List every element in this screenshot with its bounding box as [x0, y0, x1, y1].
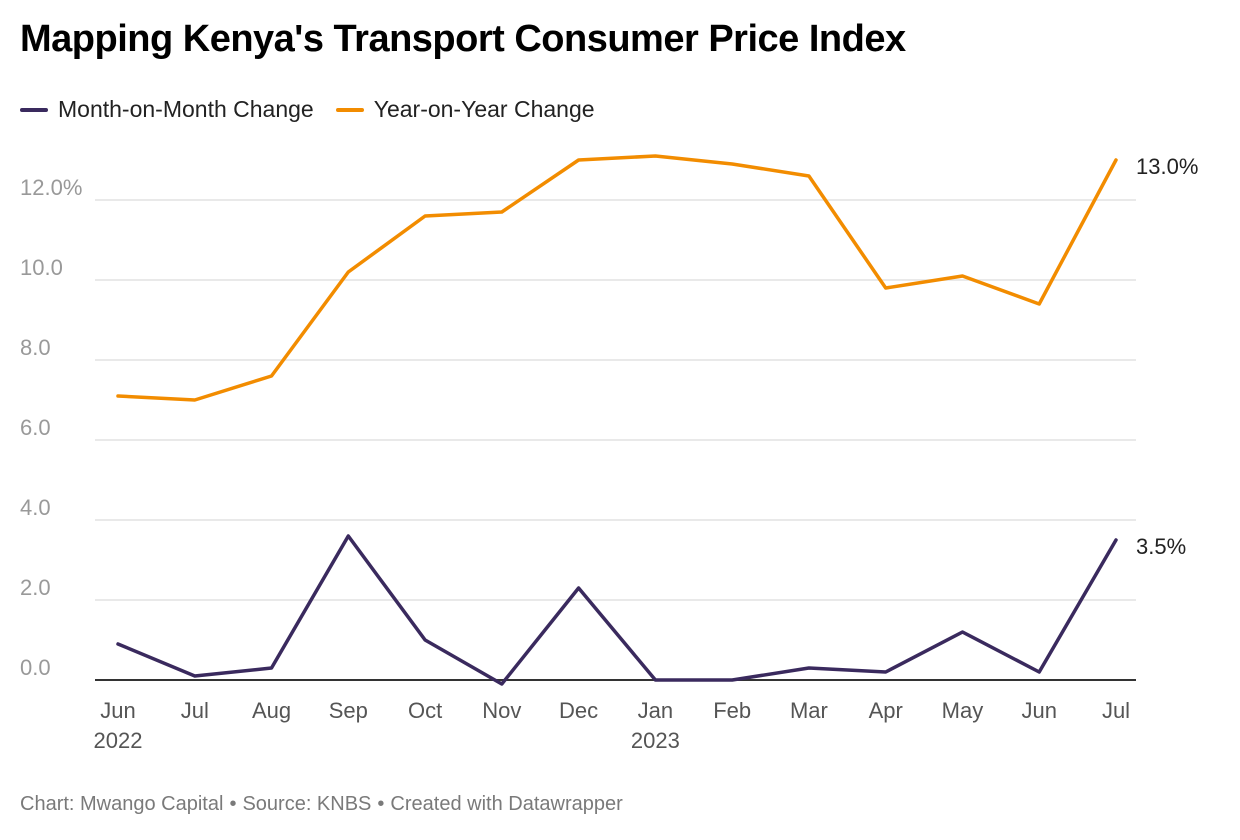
footer-separator: •: [377, 793, 385, 815]
y-tick-label: 8.0: [20, 335, 51, 360]
x-tick-label: Jun: [1021, 698, 1056, 723]
x-tick-label: Feb: [713, 698, 751, 723]
x-tick-label: Oct: [408, 698, 442, 723]
y-tick-label: 6.0: [20, 415, 51, 440]
line-chart: 0.0 2.0 4.0 6.0 8.0 10.0 12.0% Jun Jul Aug Sep Oct N…: [20, 154, 1198, 753]
series-layer: [116, 154, 1118, 686]
y-tick-label: 10.0: [20, 255, 63, 280]
legend-swatch-yoy: [335, 107, 364, 112]
x-tick-label: Aug: [252, 698, 291, 723]
legend-item-yoy: Year-on-Year Change: [335, 96, 595, 123]
x-tick-label: Dec: [559, 698, 598, 723]
x-tick-label: Nov: [482, 698, 521, 723]
axis-layer: 0.0 2.0 4.0 6.0 8.0 10.0 12.0% Jun Jul Aug Sep Oct N…: [20, 175, 1136, 753]
footer-chart-credit: Chart: Mwango Capital: [20, 793, 224, 815]
chart-title: Mapping Kenya's Transport Consumer Price…: [20, 18, 906, 60]
x-tick-label: Jul: [1102, 698, 1130, 723]
y-tick-label: 2.0: [20, 575, 51, 600]
legend: Month-on-Month Change Year-on-Year Chang…: [20, 96, 617, 123]
x-tick-label: Apr: [869, 698, 903, 723]
x-tick-label: May: [942, 698, 984, 723]
series-line-year-on-year: [116, 154, 1118, 402]
end-label-month-on-month: 3.5%: [1136, 534, 1186, 559]
legend-item-mom: Month-on-Month Change: [20, 96, 314, 123]
x-tick-label: Jan: [638, 698, 673, 723]
x-tick-label: Jun: [100, 698, 135, 723]
legend-swatch-mom: [20, 107, 48, 112]
y-tick-label: 4.0: [20, 495, 51, 520]
series-line-month-on-month: [116, 534, 1118, 686]
end-label-year-on-year: 13.0%: [1136, 154, 1198, 179]
footer-separator: •: [229, 793, 237, 815]
x-year-label: 2022: [94, 728, 143, 753]
y-tick-label: 12.0%: [20, 175, 82, 200]
x-tick-label: Sep: [329, 698, 368, 723]
legend-label-mom: Month-on-Month Change: [58, 96, 314, 122]
footer-source: Source: KNBS: [242, 793, 372, 815]
label-layer: 3.5% 13.0%: [1136, 154, 1198, 559]
footer-created: Created with Datawrapper: [390, 793, 623, 815]
grid-layer: [95, 199, 1136, 601]
x-tick-label: Jul: [181, 698, 209, 723]
footer: Chart: Mwango Capital • Source: KNBS • Creat…: [20, 793, 623, 816]
y-tick-label: 0.0: [20, 655, 51, 680]
legend-label-yoy: Year-on-Year Change: [373, 96, 595, 122]
x-tick-label: Mar: [790, 698, 828, 723]
x-year-label: 2023: [631, 728, 680, 753]
